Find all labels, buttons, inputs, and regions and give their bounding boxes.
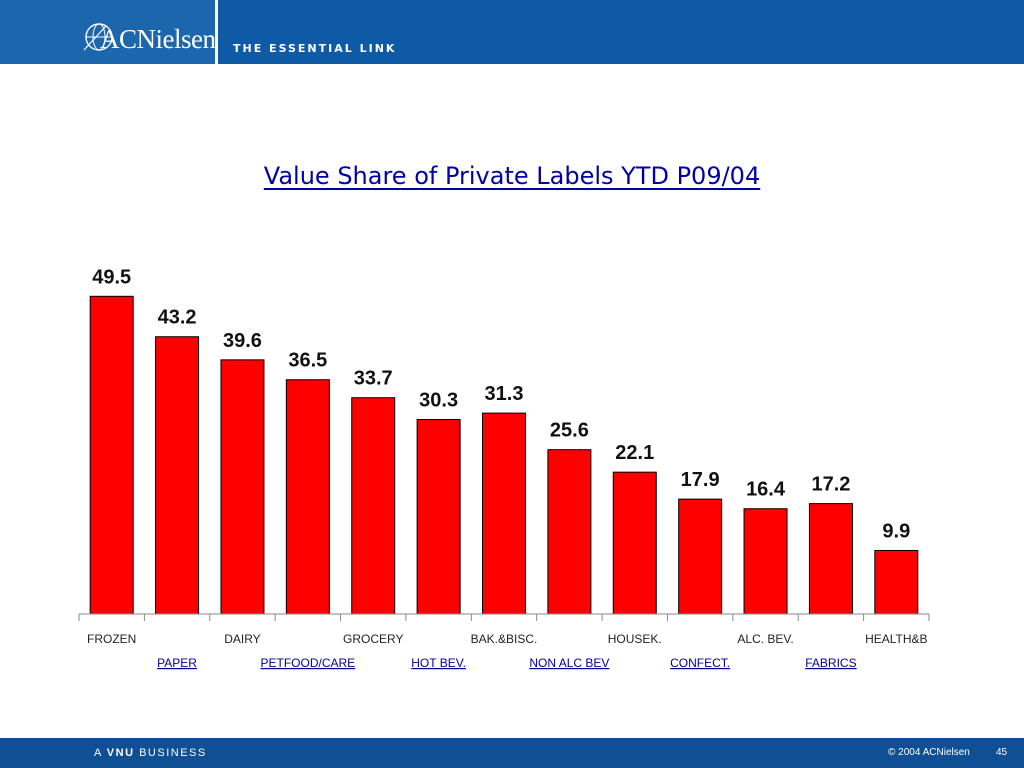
chart-title: Value Share of Private Labels YTD P09/04 [263, 162, 761, 190]
bar-0 [89, 295, 134, 615]
value-label-1: 43.2 [158, 307, 197, 329]
footer-brand: A VNU BUSINESS [94, 746, 207, 760]
logo-wordmark: ACNielsen [100, 24, 216, 54]
bar-10 [743, 508, 788, 615]
category-label-8: HOUSEK. [608, 632, 662, 646]
footer-brand-vnu: VNU [106, 747, 135, 759]
value-label-10: 16.4 [746, 479, 786, 501]
value-label-5: 30.3 [419, 390, 458, 412]
bar-7 [547, 449, 592, 615]
category-label-0: FROZEN [87, 632, 136, 646]
value-label-0: 49.5 [92, 266, 131, 288]
bar-6 [482, 412, 526, 615]
bar-9 [678, 498, 723, 615]
footer-copyright: © 2004 ACNielsen [888, 747, 970, 758]
category-label-10: ALC. BEV. [737, 632, 793, 646]
value-label-12: 9.9 [882, 520, 910, 542]
chart-title-wrap: Value Share of Private Labels YTD P09/04 [0, 162, 1024, 190]
category-label-12: HEALTH&B [865, 632, 927, 646]
category-label-1: PAPER [157, 656, 197, 670]
bar-8 [612, 471, 657, 615]
header-bar: ACNielsen THE ESSENTIAL LINK [0, 0, 1024, 64]
value-label-11: 17.2 [811, 474, 850, 496]
footer-brand-prefix: A [94, 747, 103, 759]
logo-panel: ACNielsen [0, 0, 218, 64]
page-number: 45 [996, 747, 1008, 758]
category-label-3: PETFOOD/CARE [261, 656, 356, 670]
bar-3 [285, 379, 330, 615]
category-label-11: FABRICS [805, 656, 856, 670]
value-label-2: 39.6 [223, 330, 262, 352]
bar-2 [220, 359, 265, 615]
category-label-4: GROCERY [343, 632, 403, 646]
category-label-6: BAK.&BISC. [471, 632, 538, 646]
value-label-4: 33.7 [354, 368, 393, 390]
bars-group [89, 295, 919, 615]
bar-1 [155, 336, 200, 615]
x-axis-group [78, 613, 930, 621]
category-label-9: CONFECT. [670, 656, 730, 670]
value-label-7: 25.6 [550, 420, 589, 442]
bar-12 [874, 549, 919, 615]
category-label-2: DAIRY [224, 632, 260, 646]
value-label-9: 17.9 [681, 469, 720, 491]
footer-bar: A VNU BUSINESS © 2004 ACNielsen 45 [0, 738, 1024, 768]
globe-icon [83, 23, 113, 51]
value-label-3: 36.5 [288, 350, 327, 372]
value-label-8: 22.1 [615, 442, 654, 464]
bar-chart: 49.5 43.2 39.6 36.5 33.7 30.3 31.3 25.6 22.1 17.9… [78, 266, 930, 670]
value-label-6: 31.3 [485, 383, 524, 405]
footer-brand-suffix: BUSINESS [139, 747, 207, 759]
bar-5 [416, 419, 461, 615]
bar-11 [808, 503, 853, 615]
labels-group: 49.5 43.2 39.6 36.5 33.7 30.3 31.3 25.6 22.1 17.9… [87, 266, 928, 670]
category-label-7: NON ALC BEV [529, 656, 609, 670]
category-label-5: HOT BEV. [411, 656, 466, 670]
bar-4 [351, 397, 396, 615]
tagline: THE ESSENTIAL LINK [233, 42, 397, 55]
